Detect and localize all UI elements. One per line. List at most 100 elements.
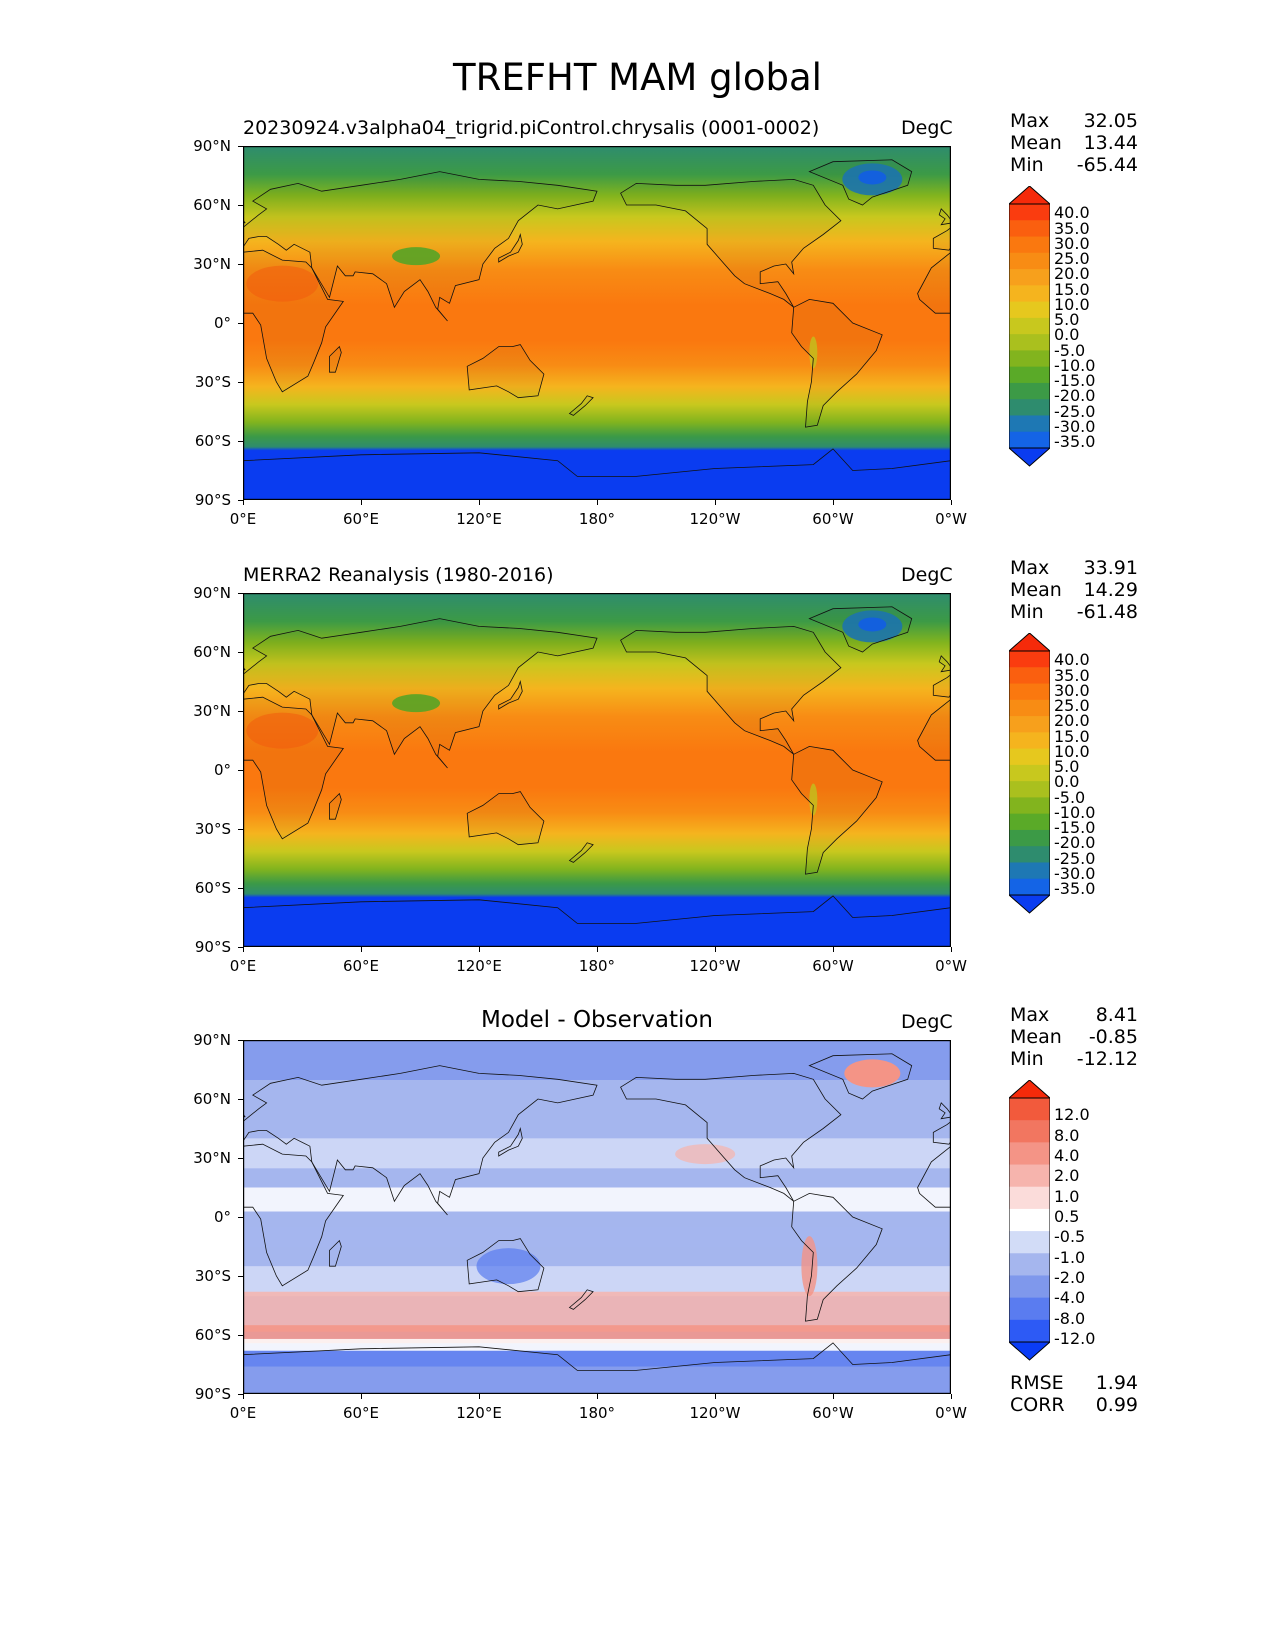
panel-stats: Max 8.41 Mean -0.85 Min -12.12 xyxy=(1010,1004,1138,1070)
colorbar-tick-label: -4.0 xyxy=(1054,1288,1086,1308)
lat-tick-label: 0° xyxy=(213,314,231,332)
stat-mean: Mean -0.85 xyxy=(1010,1026,1138,1048)
stat-label: Mean xyxy=(1010,1026,1062,1048)
lon-tick-mark xyxy=(951,947,952,952)
units-label: DegC xyxy=(901,117,953,139)
lon-tick-mark xyxy=(597,1394,598,1399)
coastline-uk xyxy=(243,1113,246,1118)
colorbar-segment xyxy=(1009,699,1050,717)
colorbar-tick-label: 0.0 xyxy=(1054,325,1080,345)
lat-tick-mark xyxy=(238,1276,243,1277)
colorbar-segment xyxy=(1009,204,1050,221)
temperature-field xyxy=(243,146,951,500)
colorbar-frame xyxy=(1009,650,1050,896)
lon-tick-label: 120°E xyxy=(456,957,502,975)
lat-tick-mark xyxy=(238,770,243,771)
colorbar-segment xyxy=(1009,813,1050,831)
colorbar-tick-label: 25.0 xyxy=(1054,696,1090,715)
colorbar-segment xyxy=(1009,651,1050,668)
colorbar-tick-label: 15.0 xyxy=(1054,279,1090,299)
world-map xyxy=(243,146,951,500)
lat-tick-mark xyxy=(238,1217,243,1218)
difference-band xyxy=(243,1291,951,1332)
colorbar-tick-label: 30.0 xyxy=(1054,680,1090,700)
lon-tick-mark xyxy=(243,500,244,505)
colorbar-tick-label: -20.0 xyxy=(1054,386,1096,406)
lon-tick-mark xyxy=(951,500,952,505)
coastline-greenland xyxy=(808,1053,913,1100)
lat-tick-mark xyxy=(238,500,243,501)
difference-band xyxy=(243,1366,951,1394)
stat-mean: Mean 13.44 xyxy=(1010,132,1138,154)
lon-tick-mark xyxy=(243,947,244,952)
colorbar-segment xyxy=(1009,683,1050,701)
lon-tick-label: 60°W xyxy=(812,957,854,975)
coastline-eurasia xyxy=(243,171,598,322)
lat-tick-label: 90°N xyxy=(193,137,231,155)
colorbar-segment xyxy=(1009,269,1050,286)
colorbar-segment xyxy=(1009,1253,1050,1276)
stat-max: Max 33.91 xyxy=(1010,557,1138,579)
stat-label: Min xyxy=(1010,154,1044,176)
lon-tick-label: 0°W xyxy=(935,1404,967,1422)
stat-label: Mean xyxy=(1010,132,1062,154)
colorbar-segment xyxy=(1009,829,1050,847)
lat-tick-mark xyxy=(238,593,243,594)
coastline-nz xyxy=(568,395,594,416)
lon-tick-label: 120°W xyxy=(689,1404,741,1422)
lon-tick-mark xyxy=(479,500,480,505)
colorbar-tick-label: -8.0 xyxy=(1054,1308,1086,1328)
colorbar-segment xyxy=(1009,1319,1050,1343)
colorbar-tick-label: -5.0 xyxy=(1054,787,1086,807)
colorbar-tick-label: -25.0 xyxy=(1054,848,1096,868)
lon-tick-mark xyxy=(715,1394,716,1399)
difference-band xyxy=(243,1040,951,1080)
colorbar-tick-label: 10.0 xyxy=(1054,741,1090,761)
colorbar-segment xyxy=(1009,781,1050,798)
colorbar-segment xyxy=(1009,382,1050,400)
colorbar-segment xyxy=(1009,431,1050,449)
lat-tick-label: 60°N xyxy=(193,1090,231,1108)
colorbar-extend-min xyxy=(1009,447,1050,467)
stat-value: 13.44 xyxy=(1083,132,1138,154)
colorbar-tick-label: -5.0 xyxy=(1054,340,1086,360)
lon-tick-label: 60°W xyxy=(812,510,854,528)
coastline-antarctica xyxy=(243,448,951,500)
coastline-japan xyxy=(498,1126,523,1157)
colorbar-tick-label: 0.5 xyxy=(1054,1206,1080,1226)
panel-title: Model - Observation xyxy=(480,1007,714,1033)
coastline-africa xyxy=(243,1143,345,1287)
colorbar-segment xyxy=(1009,764,1050,782)
lon-tick-label: 0°W xyxy=(935,957,967,975)
coastline-northamerica xyxy=(620,1072,842,1202)
coastline-japan xyxy=(498,232,523,263)
colorbar-tick-label: 15.0 xyxy=(1054,726,1090,746)
lat-tick-label: 30°N xyxy=(193,1149,231,1167)
stat-corr: CORR 0.99 xyxy=(1010,1394,1138,1416)
lon-tick-label: 60°E xyxy=(342,957,380,975)
colorbar-tick-label: -25.0 xyxy=(1054,401,1096,421)
stat-min: Min -12.12 xyxy=(1010,1048,1138,1070)
andes-warm-bias xyxy=(801,1236,818,1297)
lat-tick-label: 30°S xyxy=(194,1267,231,1285)
lon-tick-label: 180° xyxy=(578,957,616,975)
lat-tick-label: 60°N xyxy=(193,643,231,661)
lat-tick-mark xyxy=(238,1394,243,1395)
lon-tick-label: 0°W xyxy=(935,510,967,528)
error-stats: RMSE 1.94 CORR 0.99 xyxy=(1010,1372,1138,1416)
lat-tick-label: 60°S xyxy=(194,879,231,897)
stat-max: Max 8.41 xyxy=(1010,1004,1138,1026)
stat-min: Min -65.44 xyxy=(1010,154,1138,176)
map-frame xyxy=(243,146,951,500)
world-map xyxy=(243,593,951,947)
lon-tick-label: 120°E xyxy=(456,510,502,528)
coastline-antarctica xyxy=(243,895,951,947)
stat-rmse: RMSE 1.94 xyxy=(1010,1372,1138,1394)
stat-label: RMSE xyxy=(1010,1372,1064,1394)
lat-tick-label: 90°S xyxy=(194,938,231,956)
colorbar-tick-label: 40.0 xyxy=(1054,203,1090,223)
coastline-madagascar xyxy=(329,345,342,373)
colorbar-tick-label: 1.0 xyxy=(1054,1186,1080,1206)
lat-tick-label: 0° xyxy=(213,1208,231,1226)
colorbar-segment xyxy=(1009,748,1050,766)
